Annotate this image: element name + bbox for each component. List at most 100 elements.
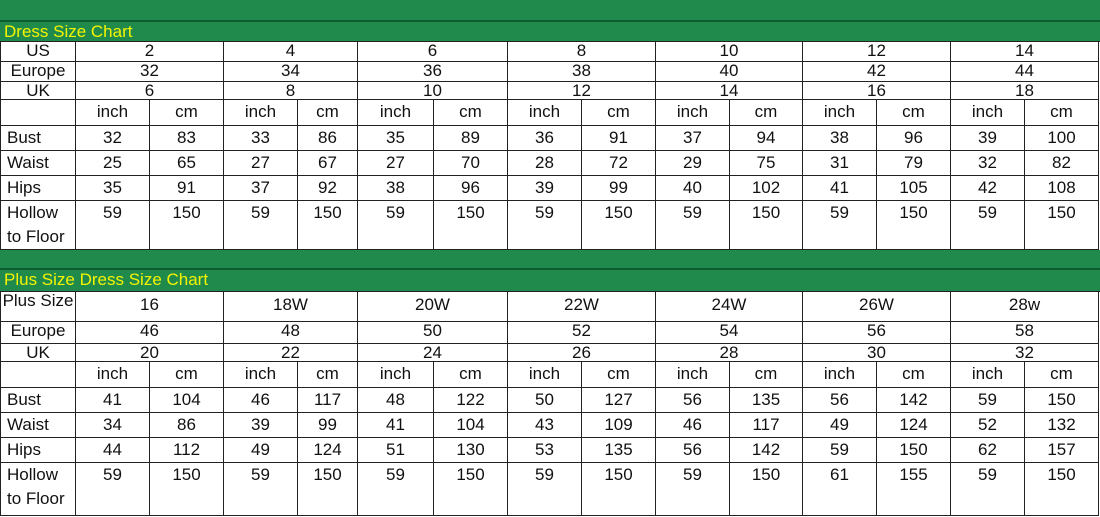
- measure-value: 59: [76, 201, 150, 250]
- measure-value: 32: [951, 151, 1025, 176]
- measure-label: Waist: [0, 413, 76, 438]
- measure-value: 142: [730, 438, 803, 463]
- size-value: 44: [951, 62, 1099, 82]
- measure-label: Bust: [0, 388, 76, 413]
- size-value: 36: [358, 62, 508, 82]
- unit-header: inch: [358, 100, 434, 126]
- measure-value: 42: [951, 176, 1025, 201]
- measure-value: 122: [434, 388, 508, 413]
- size-value: 58: [951, 322, 1099, 344]
- size-value: 28w: [951, 292, 1099, 322]
- size-value: 42: [803, 62, 951, 82]
- measure-value: 150: [298, 201, 358, 250]
- measure-value: 104: [150, 388, 224, 413]
- unit-header: cm: [1025, 362, 1099, 388]
- size-value: 10: [656, 42, 803, 62]
- measure-value: 109: [582, 413, 656, 438]
- measure-value: 96: [877, 126, 951, 151]
- measure-value: 41: [803, 176, 877, 201]
- unit-header: inch: [803, 100, 877, 126]
- measure-value: 96: [434, 176, 508, 201]
- measure-value: 36: [508, 126, 582, 151]
- section-title: Plus Size Dress Size Chart: [0, 270, 1100, 292]
- size-value: 12: [803, 42, 951, 62]
- measure-value: 79: [877, 151, 951, 176]
- measure-value: 99: [582, 176, 656, 201]
- size-value: 20W: [358, 292, 508, 322]
- unit-header: inch: [951, 362, 1025, 388]
- measure-value: 150: [877, 438, 951, 463]
- measure-value: 50: [508, 388, 582, 413]
- measure-value: 59: [803, 438, 877, 463]
- measure-value: 38: [358, 176, 434, 201]
- measure-value: 56: [656, 438, 730, 463]
- size-label: US: [0, 42, 76, 62]
- measure-label: Hips: [0, 438, 76, 463]
- size-value: 24W: [656, 292, 803, 322]
- measure-label: Bust: [0, 126, 76, 151]
- size-value: 52: [508, 322, 656, 344]
- measure-value: 33: [224, 126, 298, 151]
- measure-value: 102: [730, 176, 803, 201]
- measure-value: 59: [656, 463, 730, 516]
- measure-value: 46: [656, 413, 730, 438]
- size-value: 16: [803, 82, 951, 100]
- unit-header: inch: [224, 362, 298, 388]
- measure-value: 41: [358, 413, 434, 438]
- size-value: 6: [76, 82, 224, 100]
- unit-header: inch: [76, 100, 150, 126]
- measure-value: 132: [1025, 413, 1099, 438]
- measure-value: 53: [508, 438, 582, 463]
- unit-header: inch: [76, 362, 150, 388]
- size-value: 12: [508, 82, 656, 100]
- measure-value: 65: [150, 151, 224, 176]
- size-value: 48: [224, 322, 358, 344]
- measure-value: 135: [582, 438, 656, 463]
- measure-value: 38: [803, 126, 877, 151]
- measure-value: 150: [1025, 201, 1099, 250]
- measure-value: 150: [298, 463, 358, 516]
- measure-value: 135: [730, 388, 803, 413]
- measure-value: 127: [582, 388, 656, 413]
- measure-value: 70: [434, 151, 508, 176]
- size-value: 32: [951, 344, 1099, 362]
- blank-cell: [0, 362, 76, 388]
- size-value: 22W: [508, 292, 656, 322]
- size-label: UK: [0, 344, 76, 362]
- size-value: 6: [358, 42, 508, 62]
- size-value: 22: [224, 344, 358, 362]
- measure-value: 86: [150, 413, 224, 438]
- size-value: 34: [224, 62, 358, 82]
- measure-value: 142: [877, 388, 951, 413]
- measure-value: 59: [358, 463, 434, 516]
- unit-header: cm: [298, 362, 358, 388]
- measure-value: 40: [656, 176, 730, 201]
- measure-value: 31: [803, 151, 877, 176]
- unit-header: cm: [582, 100, 656, 126]
- measure-value: 59: [358, 201, 434, 250]
- measure-value: 49: [224, 438, 298, 463]
- measure-value: 99: [298, 413, 358, 438]
- size-label: Europe: [0, 62, 76, 82]
- size-value: 38: [508, 62, 656, 82]
- measure-value: 37: [224, 176, 298, 201]
- measure-value: 150: [150, 201, 224, 250]
- measure-value: 48: [358, 388, 434, 413]
- measure-value: 59: [76, 463, 150, 516]
- size-value: 26W: [803, 292, 951, 322]
- measure-value: 82: [1025, 151, 1099, 176]
- measure-value: 39: [224, 413, 298, 438]
- measure-value: 41: [76, 388, 150, 413]
- unit-header: inch: [656, 362, 730, 388]
- measure-value: 27: [358, 151, 434, 176]
- size-value: 16: [76, 292, 224, 322]
- measure-value: 59: [803, 201, 877, 250]
- measure-value: 104: [434, 413, 508, 438]
- measure-value: 91: [582, 126, 656, 151]
- size-value: 18: [951, 82, 1099, 100]
- measure-value: 150: [150, 463, 224, 516]
- measure-value: 150: [730, 463, 803, 516]
- unit-header: cm: [434, 362, 508, 388]
- unit-header: inch: [803, 362, 877, 388]
- size-value: 8: [224, 82, 358, 100]
